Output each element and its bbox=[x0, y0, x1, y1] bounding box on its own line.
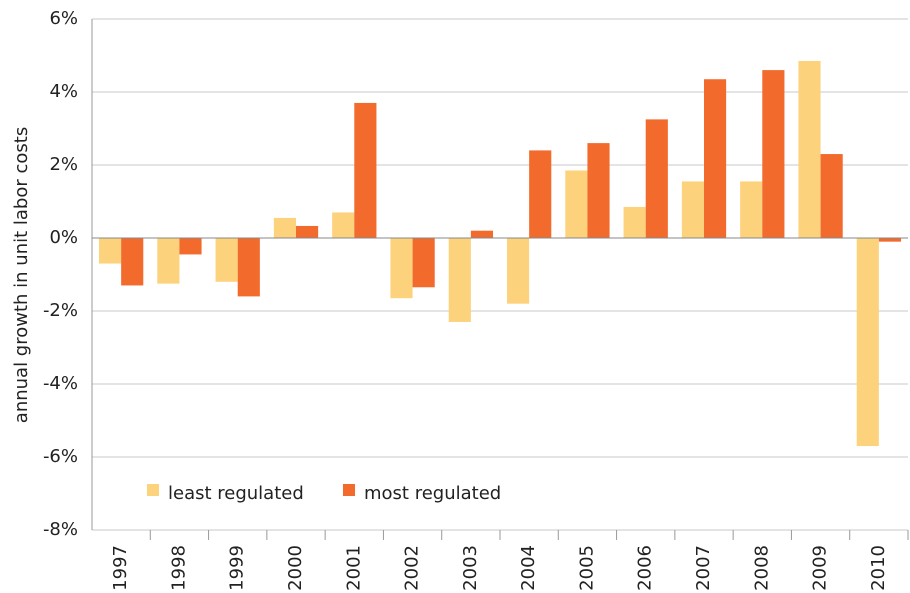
y-tick-label: -2% bbox=[43, 300, 78, 321]
x-tick-label: 2009 bbox=[810, 545, 831, 591]
y-axis-label: annual growth in unit labor costs bbox=[11, 127, 32, 423]
bar bbox=[354, 102, 377, 238]
legend-swatch bbox=[147, 484, 159, 496]
bar bbox=[740, 181, 763, 238]
bar bbox=[179, 238, 202, 255]
bar bbox=[448, 238, 471, 322]
y-tick-label: 4% bbox=[49, 81, 78, 102]
y-tick-label: 0% bbox=[49, 227, 78, 248]
bar bbox=[856, 238, 879, 447]
bar bbox=[623, 206, 646, 238]
bar bbox=[878, 238, 902, 242]
bar bbox=[470, 230, 494, 238]
bar bbox=[332, 212, 355, 238]
bar bbox=[390, 238, 413, 299]
bar bbox=[645, 119, 668, 238]
bar bbox=[273, 217, 296, 238]
x-tick-label: 2004 bbox=[518, 545, 539, 591]
x-tick-label: 1997 bbox=[110, 545, 131, 591]
x-tick-label: 2005 bbox=[576, 545, 597, 591]
x-tick-label: 2007 bbox=[693, 545, 714, 591]
legend-swatch bbox=[343, 484, 355, 496]
y-tick-label: 2% bbox=[49, 154, 78, 175]
bar bbox=[565, 170, 588, 238]
bar bbox=[237, 238, 260, 297]
bar bbox=[98, 238, 122, 264]
bar bbox=[704, 79, 727, 238]
bar bbox=[412, 238, 435, 288]
x-tick-label: 1999 bbox=[227, 545, 248, 591]
x-tick-label: 2002 bbox=[402, 545, 423, 591]
bar bbox=[215, 238, 238, 282]
y-tick-label: -4% bbox=[43, 373, 78, 394]
y-tick-label: -8% bbox=[43, 519, 78, 540]
bar bbox=[506, 238, 530, 304]
bar bbox=[798, 60, 821, 238]
x-tick-label: 2006 bbox=[635, 545, 656, 591]
x-tick-label: 2000 bbox=[285, 545, 306, 591]
y-tick-label: -6% bbox=[43, 446, 78, 467]
bar bbox=[157, 238, 180, 284]
x-tick-label: 1998 bbox=[168, 545, 189, 591]
x-tick-label: 2003 bbox=[460, 545, 481, 591]
bar bbox=[820, 154, 843, 238]
bar bbox=[587, 143, 610, 238]
bar bbox=[121, 238, 144, 286]
bar bbox=[529, 150, 552, 238]
bar bbox=[762, 70, 785, 238]
y-tick-label: 6% bbox=[49, 8, 78, 29]
x-tick-label: 2008 bbox=[751, 545, 772, 591]
bar bbox=[681, 181, 704, 238]
legend-label: most regulated bbox=[364, 483, 501, 504]
legend-label: least regulated bbox=[168, 483, 304, 504]
x-tick-label: 2001 bbox=[343, 545, 364, 591]
x-tick-label: 2010 bbox=[868, 545, 889, 591]
bar bbox=[296, 225, 319, 238]
